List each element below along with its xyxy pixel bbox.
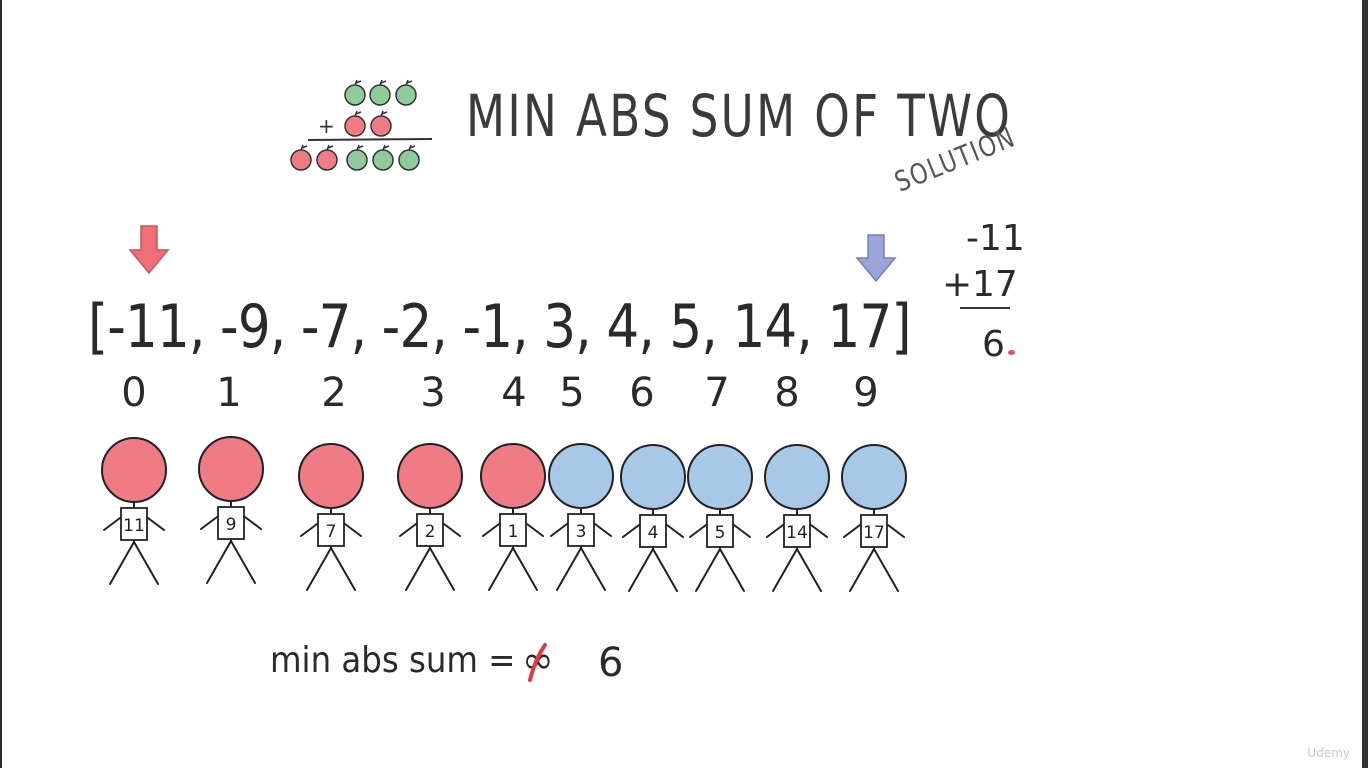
person-sign-label: 7 bbox=[326, 522, 337, 542]
calc-sum-line bbox=[960, 307, 1010, 309]
index-label: 4 bbox=[501, 370, 527, 416]
apple-icon bbox=[316, 144, 338, 171]
index-label: 5 bbox=[559, 370, 585, 416]
person-head bbox=[764, 444, 830, 510]
person-sign-label: 4 bbox=[648, 523, 659, 543]
person-sign bbox=[499, 513, 527, 547]
person-head bbox=[198, 436, 264, 502]
person-head bbox=[620, 444, 686, 510]
person-head bbox=[480, 443, 546, 509]
right-pointer-arrow-icon bbox=[855, 234, 897, 283]
stick-person: 7 bbox=[298, 443, 364, 591]
index-label: 0 bbox=[121, 370, 147, 416]
person-head bbox=[687, 444, 753, 510]
person-sign bbox=[317, 513, 345, 547]
result-value: 6 bbox=[598, 640, 624, 686]
person-sign-label: 2 bbox=[425, 522, 436, 542]
index-label: 1 bbox=[216, 370, 242, 416]
person-sign bbox=[120, 507, 148, 541]
red-marker-dot bbox=[1008, 350, 1015, 355]
person-sign-label: 17 bbox=[863, 523, 885, 543]
frame-border-right bbox=[1362, 0, 1368, 768]
person-sign-label: 11 bbox=[123, 516, 145, 536]
apple-icon bbox=[369, 79, 391, 106]
person-sign-label: 1 bbox=[508, 522, 519, 542]
apple-icon bbox=[370, 110, 392, 137]
array-values: [-11, -9, -7, -2, -1, 3, 4, 5, 14, 17] bbox=[88, 292, 912, 362]
apple-icon bbox=[344, 110, 366, 137]
person-sign-label: 5 bbox=[715, 523, 726, 543]
apple-icon bbox=[346, 144, 368, 171]
person-head bbox=[548, 443, 614, 509]
apple-icon bbox=[290, 144, 312, 171]
person-sign-label: 3 bbox=[576, 522, 587, 542]
left-pointer-arrow-icon bbox=[128, 225, 170, 275]
page-title: MIN ABS SUM OF TWO bbox=[466, 82, 1013, 150]
calc-operand-a: -11 bbox=[966, 218, 1025, 259]
stick-person: 3 bbox=[548, 443, 614, 591]
calc-result: 6 bbox=[982, 324, 1005, 365]
person-sign bbox=[639, 514, 667, 548]
calc-plus-sign: + bbox=[942, 264, 973, 305]
person-sign-label: 9 bbox=[226, 515, 237, 535]
stick-person: 11 bbox=[101, 437, 167, 585]
frame-border-left bbox=[0, 0, 2, 768]
udemy-watermark: Udemy bbox=[1307, 746, 1350, 760]
stick-person: 14 bbox=[764, 444, 830, 592]
person-head bbox=[841, 444, 907, 510]
stick-person: 1 bbox=[480, 443, 546, 591]
stick-person: 9 bbox=[198, 436, 264, 584]
person-head bbox=[298, 443, 364, 509]
index-label: 7 bbox=[704, 370, 730, 416]
index-label: 9 bbox=[853, 370, 879, 416]
stick-person: 2 bbox=[397, 443, 463, 591]
result-label: min abs sum = bbox=[270, 640, 516, 681]
apple-icon bbox=[398, 144, 420, 171]
person-sign bbox=[416, 513, 444, 547]
index-label: 2 bbox=[321, 370, 347, 416]
calc-operand-b: 17 bbox=[972, 264, 1018, 305]
person-sign bbox=[567, 513, 595, 547]
index-label: 8 bbox=[774, 370, 800, 416]
index-label: 6 bbox=[629, 370, 655, 416]
person-sign bbox=[217, 506, 245, 540]
stick-person: 4 bbox=[620, 444, 686, 592]
person-sign bbox=[783, 514, 811, 548]
person-head bbox=[101, 437, 167, 503]
apples-plus-sign: + bbox=[318, 114, 335, 138]
apple-icon bbox=[395, 79, 417, 106]
person-sign bbox=[706, 514, 734, 548]
stick-person: 5 bbox=[687, 444, 753, 592]
stick-person: 17 bbox=[841, 444, 907, 592]
apple-icon bbox=[344, 79, 366, 106]
person-sign-label: 14 bbox=[786, 523, 808, 543]
person-sign bbox=[860, 514, 888, 548]
apple-icon bbox=[372, 144, 394, 171]
index-label: 3 bbox=[420, 370, 446, 416]
person-head bbox=[397, 443, 463, 509]
apples-sum-line bbox=[307, 138, 433, 141]
